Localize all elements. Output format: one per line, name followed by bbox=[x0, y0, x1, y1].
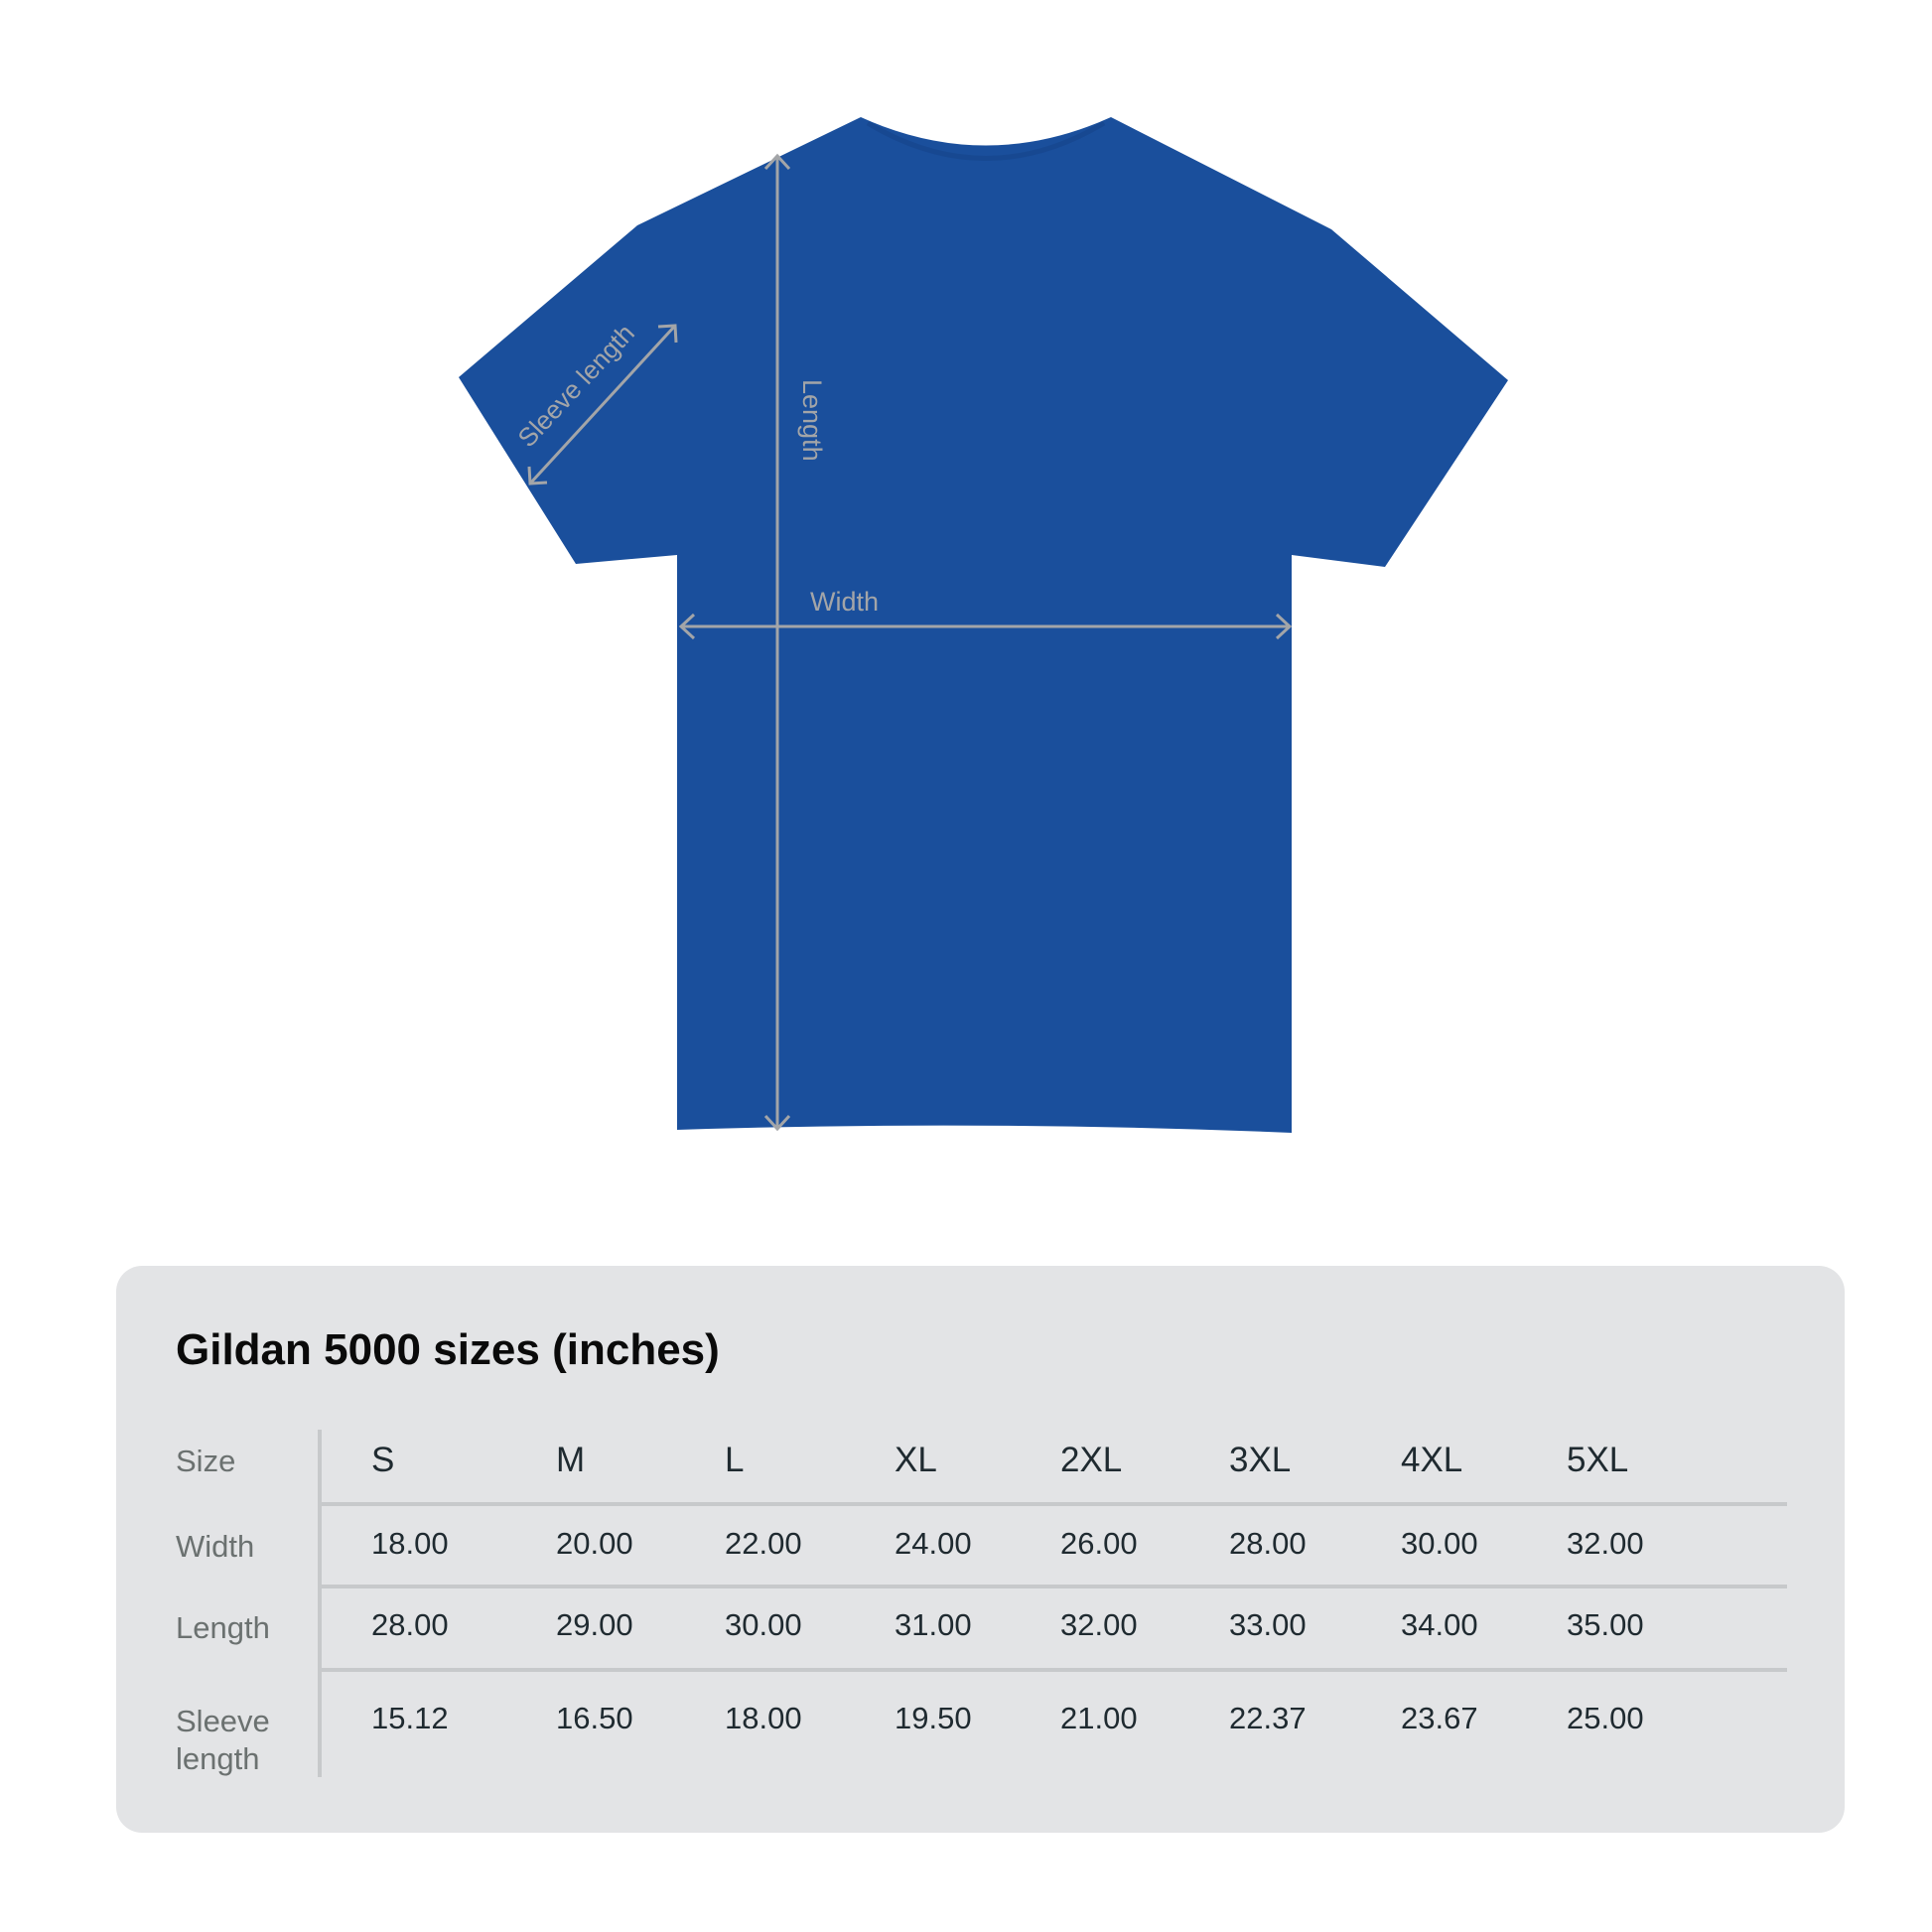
width-cell: 30.00 bbox=[1401, 1526, 1478, 1561]
tshirt-diagram: Width Length Sleeve length bbox=[459, 117, 1508, 1133]
row-divider bbox=[320, 1502, 1787, 1506]
length-cell: 30.00 bbox=[725, 1607, 802, 1642]
sleeve-cell: 15.12 bbox=[371, 1701, 449, 1735]
length-cell: 35.00 bbox=[1567, 1607, 1644, 1642]
sleeve-cell: 19.50 bbox=[895, 1701, 972, 1735]
sleeve-cell: 23.67 bbox=[1401, 1701, 1478, 1735]
sleeve-cell: 18.00 bbox=[725, 1701, 802, 1735]
size-header: L bbox=[725, 1441, 745, 1479]
length-cell: 34.00 bbox=[1401, 1607, 1478, 1642]
size-header: S bbox=[371, 1441, 395, 1479]
sleeve-cell: 22.37 bbox=[1229, 1701, 1307, 1735]
length-cell: 29.00 bbox=[556, 1607, 633, 1642]
sleeve-cell: 21.00 bbox=[1060, 1701, 1138, 1735]
length-cell: 28.00 bbox=[371, 1607, 449, 1642]
width-cell: 18.00 bbox=[371, 1526, 449, 1561]
row-label-size: Size bbox=[176, 1444, 236, 1478]
size-header: XL bbox=[895, 1441, 937, 1479]
size-chart-title: Gildan 5000 sizes (inches) bbox=[176, 1325, 720, 1374]
length-cell: 32.00 bbox=[1060, 1607, 1138, 1642]
width-label: Width bbox=[810, 587, 879, 617]
length-label: Length bbox=[797, 379, 827, 462]
row-divider bbox=[320, 1668, 1787, 1672]
width-cell: 20.00 bbox=[556, 1526, 633, 1561]
row-label-width: Width bbox=[176, 1529, 255, 1564]
width-cell: 22.00 bbox=[725, 1526, 802, 1561]
collar bbox=[866, 120, 1106, 161]
length-cell: 33.00 bbox=[1229, 1607, 1307, 1642]
size-header: 3XL bbox=[1229, 1441, 1292, 1479]
row-divider bbox=[320, 1585, 1787, 1588]
size-header: 4XL bbox=[1401, 1441, 1463, 1479]
width-arrow bbox=[678, 613, 1293, 640]
size-chart-panel: Gildan 5000 sizes (inches) Size Width Le… bbox=[116, 1266, 1845, 1833]
sleeve-length-arrow bbox=[527, 324, 678, 485]
row-label-length: Length bbox=[176, 1610, 270, 1645]
size-header: 2XL bbox=[1060, 1441, 1123, 1479]
sleeve-cell: 16.50 bbox=[556, 1701, 633, 1735]
width-cell: 24.00 bbox=[895, 1526, 972, 1561]
size-header: 5XL bbox=[1567, 1441, 1629, 1479]
width-cell: 28.00 bbox=[1229, 1526, 1307, 1561]
width-cell: 32.00 bbox=[1567, 1526, 1644, 1561]
width-cell: 26.00 bbox=[1060, 1526, 1138, 1561]
length-arrow bbox=[763, 153, 791, 1132]
sleeve-cell: 25.00 bbox=[1567, 1701, 1644, 1735]
column-divider bbox=[318, 1430, 322, 1777]
length-cell: 31.00 bbox=[895, 1607, 972, 1642]
row-label-sleeve: Sleeve length bbox=[176, 1704, 270, 1776]
size-header: M bbox=[556, 1441, 586, 1479]
